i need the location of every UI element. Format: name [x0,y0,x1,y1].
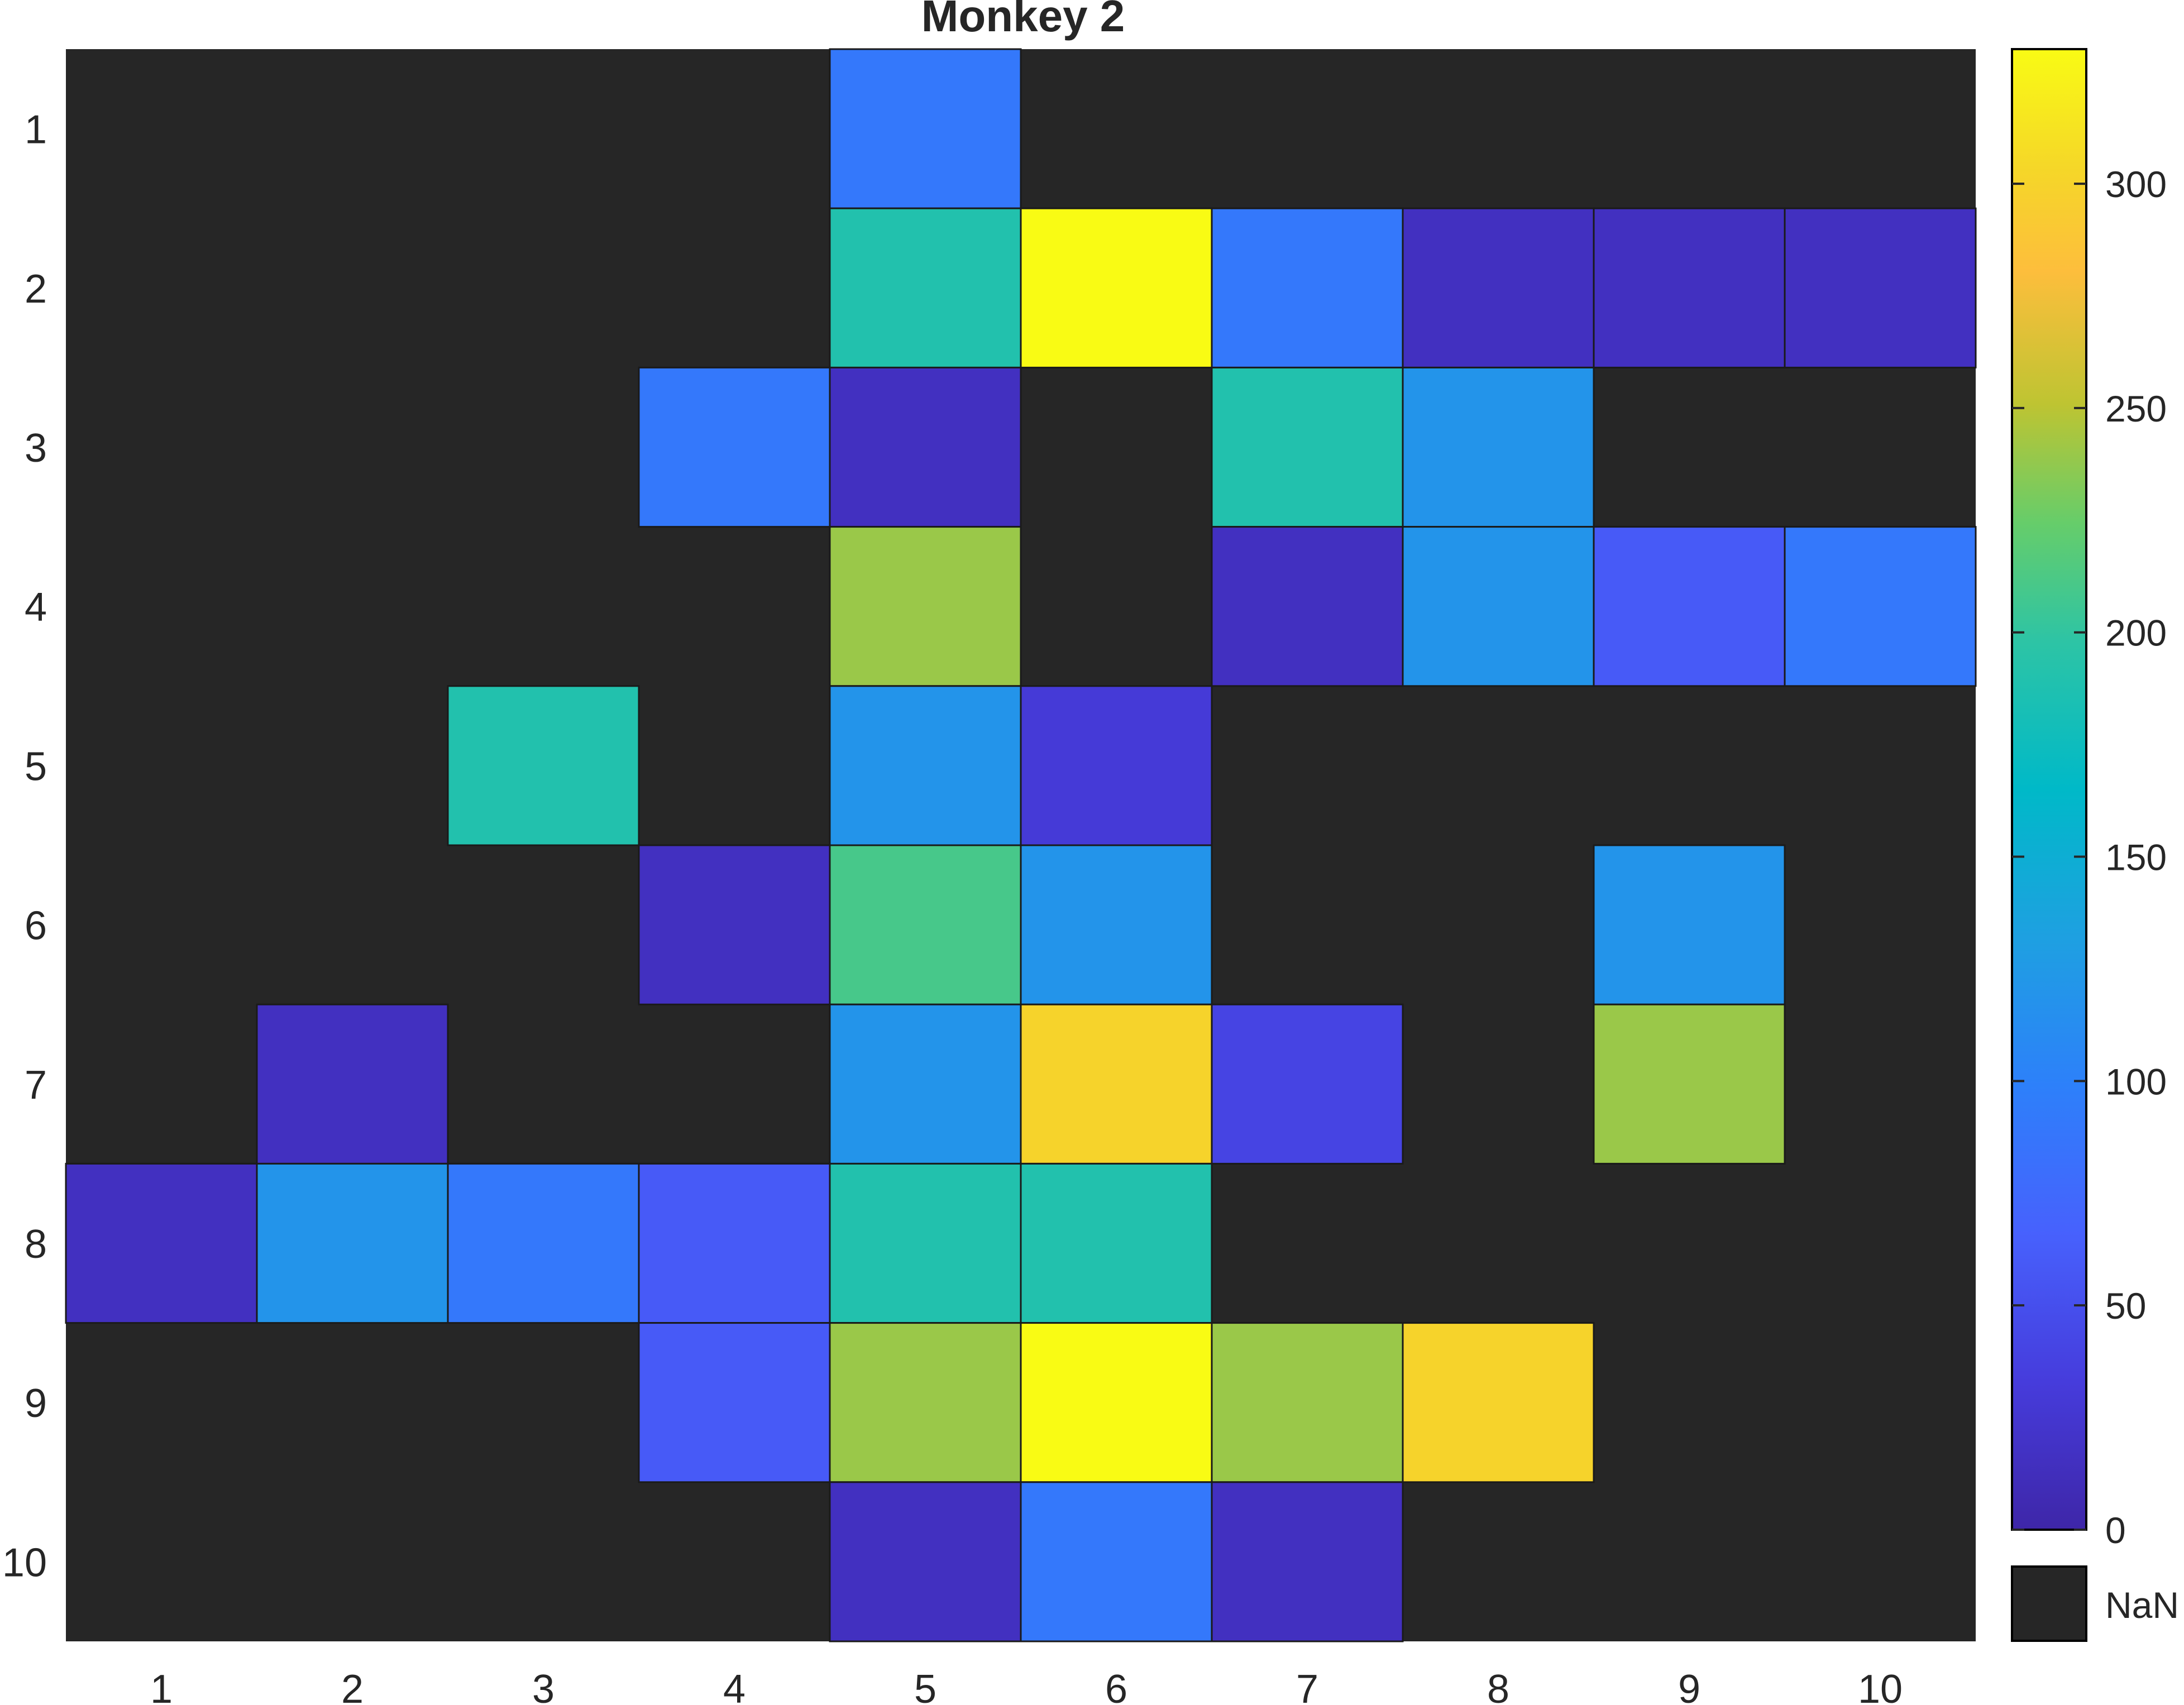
y-tick-label: 1 [25,108,47,152]
heatmap-cell [447,1162,640,1324]
heatmap-cell [829,207,1022,368]
heatmap-cell [829,844,1022,1005]
heatmap-cell [1593,844,1786,1005]
heatmap-cell [1593,207,1786,368]
heatmap-cell [1593,526,1786,687]
heatmap-cell [1402,1322,1595,1483]
x-tick-label: 4 [723,1667,745,1705]
heatmap-cell [1020,1322,1213,1483]
x-tick-label: 10 [1858,1667,1903,1705]
heatmap-cell [1784,207,1977,368]
heatmap-cell [829,526,1022,687]
colorbar-tick-label: 150 [2105,837,2167,878]
heatmap-cell [1784,526,1977,687]
heatmap-cell [65,1162,258,1324]
y-tick-label: 4 [25,585,47,630]
heatmap-cell [447,685,640,846]
colorbar-tick-label: 300 [2105,164,2167,205]
heatmap-cell [256,1162,449,1324]
x-axis: 1 2 3 4 5 6 7 8 9 10 [150,1667,1903,1705]
y-tick-label: 10 [2,1540,47,1585]
heatmap-cell [1211,1322,1404,1483]
colorbar-tick-label: 0 [2105,1510,2126,1551]
heatmap-cell [829,1481,1022,1642]
heatmap-cell [256,1003,449,1165]
heatmap-cell [829,685,1022,846]
heatmap-cell [1211,366,1404,528]
heatmap-cell [1211,1003,1404,1165]
colorbar-tick-label: 50 [2105,1285,2146,1326]
y-tick-label: 3 [25,426,47,471]
heatmap-cell [1020,207,1213,368]
heatmap-cell [1402,526,1595,687]
x-tick-label: 5 [914,1667,936,1705]
y-tick-label: 9 [25,1381,47,1426]
y-tick-label: 6 [25,904,47,949]
x-tick-label: 1 [150,1667,173,1705]
colorbar-tick-label: 250 [2105,388,2167,429]
x-tick-label: 6 [1105,1667,1127,1705]
heatmap-cell [1402,207,1595,368]
colorbar: 0 50 100 150 200 250 300 [2011,48,2167,1551]
colorbar-gradient [2011,48,2087,1531]
nan-swatch [2011,1565,2087,1642]
x-tick-label: 8 [1487,1667,1509,1705]
heatmap-cell [1211,207,1404,368]
heatmap-cell [1020,1162,1213,1324]
colorbar-tick-label: 200 [2105,612,2167,654]
heatmap-cell [829,1322,1022,1483]
x-tick-label: 9 [1678,1667,1700,1705]
heatmap-cell [829,366,1022,528]
heatmap-cell [638,366,831,528]
heatmap-cell [1020,844,1213,1005]
nan-label: NaN [2105,1584,2179,1626]
plot-area [65,48,1977,1642]
heatmap-cell [829,48,1022,209]
y-tick-label: 2 [25,267,47,312]
y-tick-label: 5 [25,744,47,789]
chart-title: Monkey 2 [921,0,1125,41]
heatmap-cell [829,1003,1022,1165]
heatmap-cell [1211,1481,1404,1642]
heatmap-cell [1020,1481,1213,1642]
colorbar-tick-label: 100 [2105,1061,2167,1102]
x-tick-label: 7 [1296,1667,1318,1705]
nan-legend: NaN [2011,1565,2179,1642]
heatmap-cell [1211,526,1404,687]
heatmap-cell [638,1322,831,1483]
heatmap-cell [1402,366,1595,528]
y-tick-label: 7 [25,1063,47,1108]
heatmap-cell [1020,1003,1213,1165]
y-axis: 1 2 3 4 5 6 7 8 9 10 [2,108,47,1586]
heatmap-cell [829,1162,1022,1324]
heatmap-cell [638,844,831,1005]
heatmap-cell [638,1162,831,1324]
x-tick-label: 2 [341,1667,364,1705]
x-tick-label: 3 [532,1667,555,1705]
y-tick-label: 8 [25,1222,47,1267]
heatmap-cell [1020,685,1213,846]
heatmap-cell [1593,1003,1786,1165]
